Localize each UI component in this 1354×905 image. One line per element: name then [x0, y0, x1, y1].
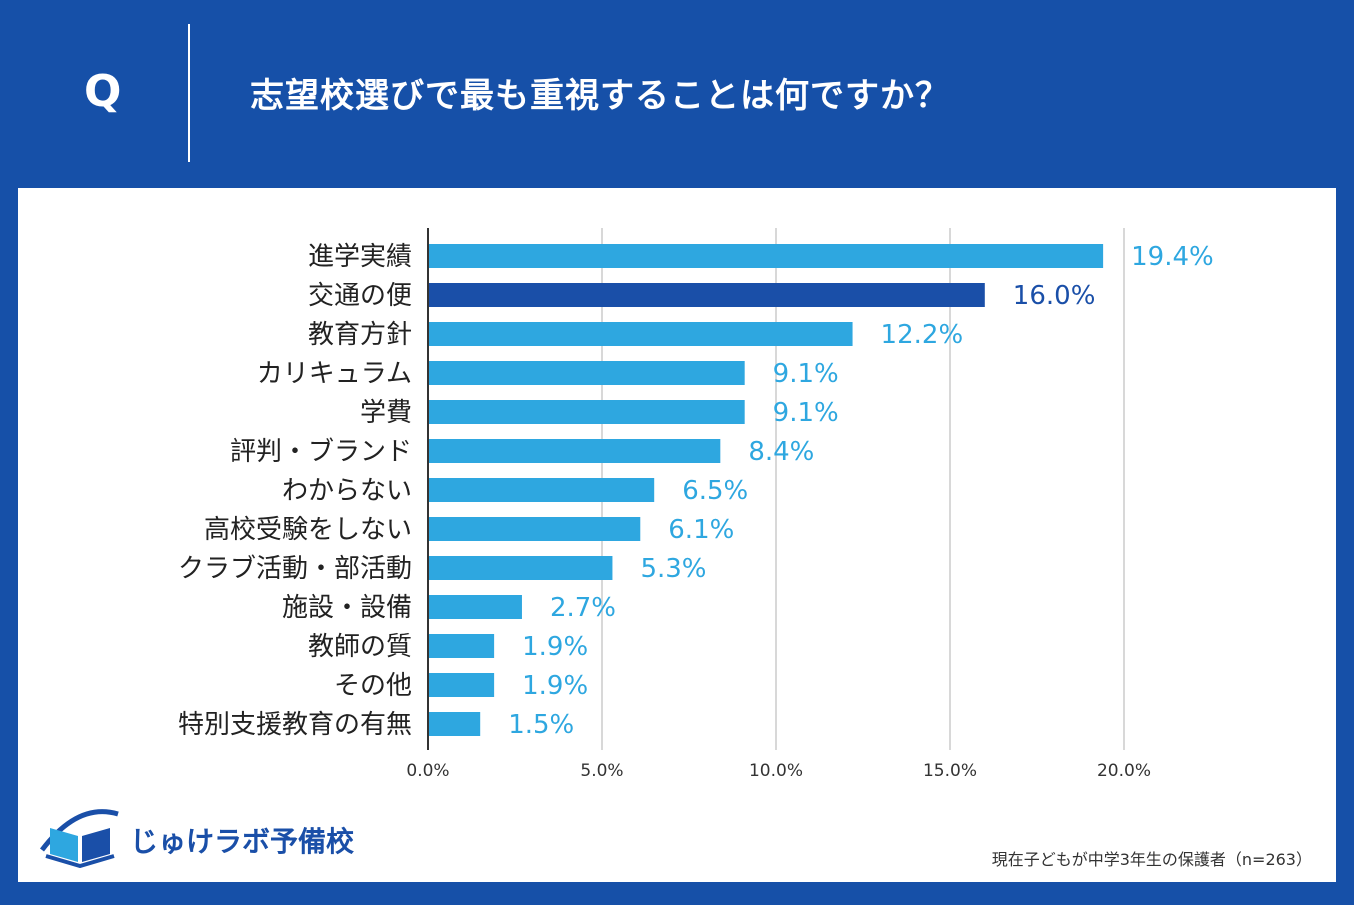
bar: [428, 634, 495, 658]
category-label: 学費: [360, 398, 412, 428]
header-divider: [188, 24, 190, 162]
bar: [428, 244, 1104, 268]
data-label: 6.5%: [682, 476, 748, 506]
bar: [428, 322, 853, 346]
data-label: 12.2%: [881, 320, 964, 350]
bar: [428, 517, 641, 541]
bar: [428, 556, 613, 580]
data-label: 19.4%: [1131, 242, 1214, 272]
category-label: 施設・設備: [282, 593, 412, 623]
x-tick-label: 15.0%: [923, 761, 977, 781]
category-label: 教育方針: [308, 320, 412, 350]
data-label: 5.3%: [640, 554, 706, 584]
bar: [428, 283, 985, 307]
open-book-icon: [40, 809, 119, 868]
header: Q 志望校選びで最も重視することは何ですか？: [0, 0, 1354, 188]
data-label: 1.5%: [508, 710, 574, 740]
brand-logo: じゅけラボ予備校: [38, 806, 358, 868]
brand-name: じゅけラボ予備校: [130, 825, 355, 858]
question-title: 志望校選びで最も重視することは何ですか？: [250, 76, 950, 116]
category-label: 高校受験をしない: [204, 515, 412, 545]
category-label: 特別支援教育の有無: [178, 710, 412, 740]
data-label: 16.0%: [1013, 281, 1096, 311]
chart-panel: 進学実績 19.4% 交通の便 16.0% 教育方針 12.2% カリキュラム 9.1% 学費 9…: [18, 188, 1336, 882]
x-tick-label: 20.0%: [1097, 761, 1151, 781]
sample-footnote: 現在子どもが中学3年生の保護者（n=263）: [991, 850, 1312, 869]
bar: [428, 439, 721, 463]
category-label: 進学実績: [308, 242, 412, 272]
category-label: カリキュラム: [257, 359, 412, 389]
question-mark-letter: Q: [84, 66, 122, 117]
category-label: クラブ活動・部活動: [178, 554, 412, 584]
data-label: 1.9%: [522, 632, 588, 662]
bar: [428, 712, 481, 736]
data-label: 8.4%: [748, 437, 814, 467]
category-label: 交通の便: [308, 281, 412, 311]
category-label: わからない: [282, 476, 412, 506]
data-label: 6.1%: [668, 515, 734, 545]
data-label: 9.1%: [773, 359, 839, 389]
bar-chart: 進学実績 19.4% 交通の便 16.0% 教育方針 12.2% カリキュラム 9.1% 学費 9…: [178, 228, 1214, 781]
x-tick-label: 5.0%: [580, 761, 623, 781]
category-label: 評判・ブランド: [230, 437, 412, 467]
bar: [428, 673, 495, 697]
category-label: 教師の質: [308, 632, 412, 662]
data-label: 2.7%: [550, 593, 616, 623]
category-label: その他: [334, 671, 412, 701]
data-label: 1.9%: [522, 671, 588, 701]
bar: [428, 478, 655, 502]
bar: [428, 595, 522, 619]
x-tick-label: 0.0%: [406, 761, 449, 781]
data-label: 9.1%: [773, 398, 839, 428]
x-tick-label: 10.0%: [749, 761, 803, 781]
bar: [428, 361, 745, 385]
bar: [428, 400, 745, 424]
